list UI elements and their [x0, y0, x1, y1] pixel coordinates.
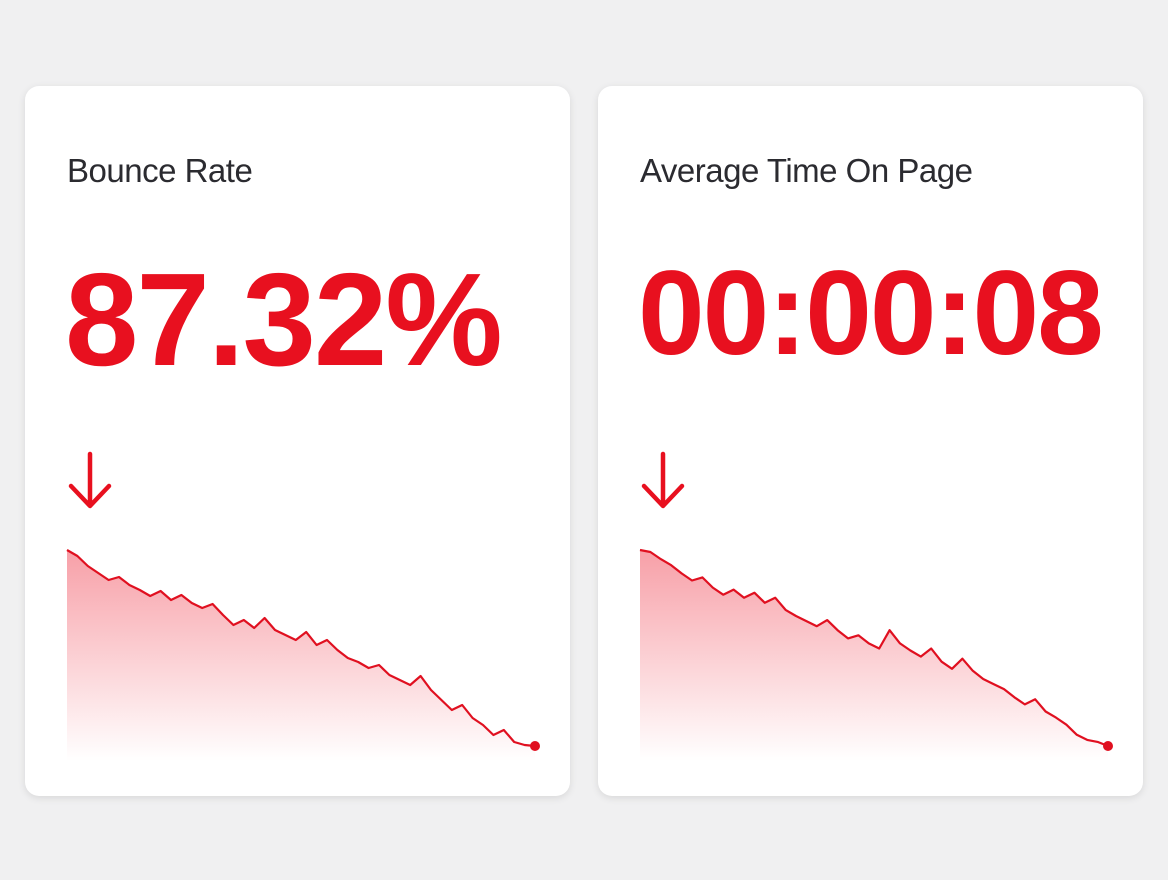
sparkline-line: [639, 548, 1109, 748]
card-title: Average Time On Page: [640, 152, 973, 189]
metric-value: 87.32%: [65, 246, 503, 393]
metric-card: Average Time On Page 00:00:08: [598, 86, 1143, 796]
metric-value: 00:00:08: [638, 246, 1104, 380]
sparkline-area: [640, 550, 1108, 761]
sparkline-line: [66, 549, 536, 748]
sparkline-chart: [639, 451, 1113, 761]
sparkline-chart: [66, 451, 540, 761]
card-title: Bounce Rate: [67, 152, 253, 189]
sparkline-area: [67, 550, 535, 761]
sparkline-end-dot: [1103, 741, 1113, 751]
trend-arrow: [641, 451, 685, 509]
metric-card: Bounce Rate 87.32%: [25, 86, 570, 796]
trend-arrow: [68, 451, 112, 509]
sparkline-end-dot: [530, 741, 540, 751]
